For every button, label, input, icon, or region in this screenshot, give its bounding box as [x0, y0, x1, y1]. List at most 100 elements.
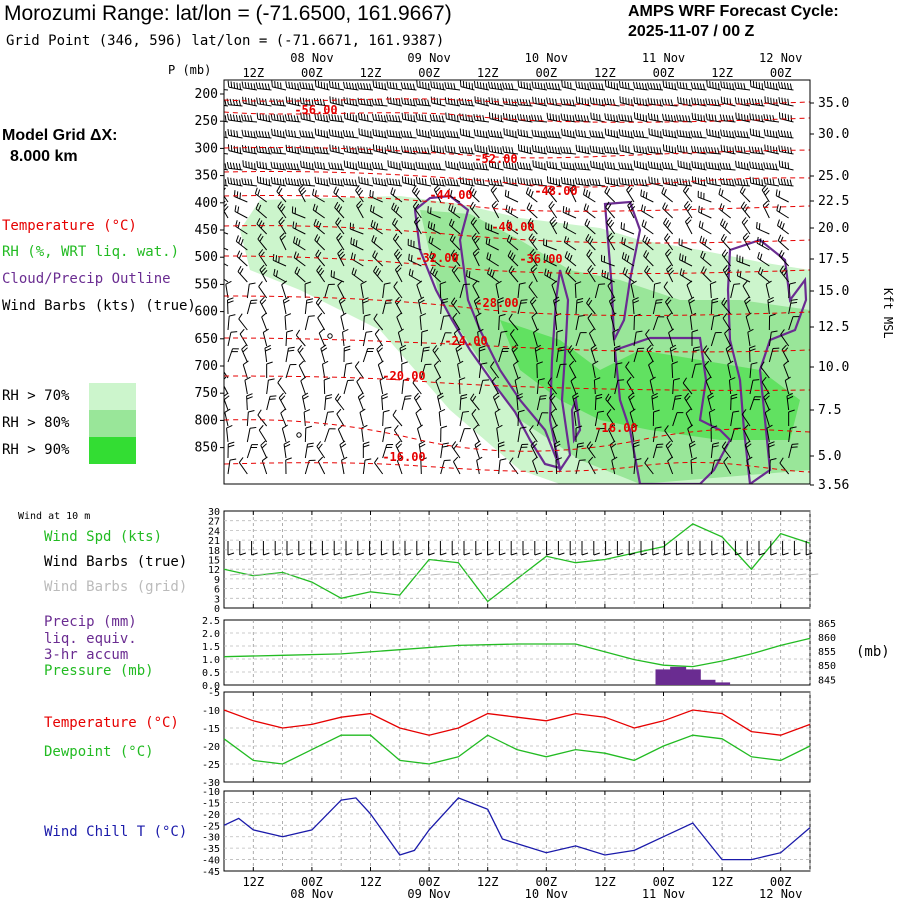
wind-barb-feather	[566, 178, 569, 185]
wind-barb-feather	[557, 83, 560, 90]
wind-barb-feather	[340, 443, 347, 448]
wind-barb-feather	[679, 130, 682, 137]
wind-barb-feather	[325, 147, 328, 154]
wind-barb-feather	[729, 377, 736, 381]
wind-barb	[224, 247, 229, 251]
wind-barb-feather	[698, 220, 701, 228]
wind-barb-feather	[259, 161, 262, 168]
wind-barb	[282, 300, 287, 315]
wind-barb	[438, 412, 442, 427]
wind-barb-feather	[429, 251, 433, 258]
wind-barb-feather	[572, 115, 575, 122]
wind-barb-feather	[562, 205, 565, 213]
wind-barb-feather	[551, 131, 555, 138]
wind-barb-feather	[471, 115, 474, 122]
wind-barb-feather	[258, 249, 264, 255]
wind-barb-feather	[512, 347, 519, 353]
wind-barb-feather	[421, 98, 424, 106]
wind-barb	[605, 398, 616, 411]
wind-barb	[450, 254, 461, 267]
time-tick-label: 12Z	[594, 66, 616, 80]
wind-barb-feather	[374, 162, 378, 169]
wind-barb-feather	[668, 270, 675, 276]
time-tick-label: 00Z	[301, 66, 323, 80]
wind-barb-feather	[438, 178, 442, 186]
wind-barb-feather	[375, 223, 379, 230]
wind-barb-feather	[482, 130, 485, 138]
wind-barb	[235, 240, 248, 251]
wind-barb-feather	[453, 443, 458, 450]
wind-barb	[487, 273, 499, 283]
wind-barb-feather	[696, 146, 700, 153]
wind-barb-feather	[501, 330, 508, 333]
wind-barb-feather	[758, 130, 761, 137]
wind-barb-feather	[317, 129, 320, 136]
wind-barb-feather	[779, 457, 784, 464]
wind-barb-feather	[661, 113, 665, 121]
wind-barb-feather	[494, 161, 497, 169]
wind-barb-feather	[605, 393, 610, 400]
wind-barb-feather	[406, 82, 410, 90]
wind-barb-feather	[299, 178, 302, 185]
wind-barb	[612, 332, 616, 347]
wind-barb-feather	[551, 146, 555, 153]
wind-barb	[586, 446, 596, 459]
wind-barb-feather	[668, 81, 671, 89]
grid-wind-barb	[749, 573, 760, 576]
wind-barb	[736, 87, 751, 91]
wind-barb-feather	[569, 254, 573, 262]
y-tick-label: 0	[214, 604, 220, 615]
wind-barb	[490, 189, 500, 203]
rh-80-swatch	[89, 410, 136, 437]
wind-barb-feather	[746, 456, 753, 461]
wind-barb-feather	[391, 202, 395, 209]
wind-barb	[470, 222, 480, 235]
wind-barb	[476, 460, 480, 475]
wind-barb-feather	[722, 264, 728, 271]
wind-barb-feather	[305, 179, 308, 186]
wind-barb-feather	[442, 147, 445, 154]
wind-barb-feather	[459, 128, 462, 135]
wind-barb-feather	[549, 392, 554, 399]
wind-barb	[567, 350, 577, 363]
surface-wind-barb-feather	[487, 552, 494, 556]
time-tick-label: 12Z	[360, 66, 382, 80]
wind-barb-feather	[688, 115, 691, 122]
wind-barb-feather	[306, 301, 313, 304]
wind-barb	[280, 412, 287, 427]
wind-barb	[261, 316, 268, 331]
wind-barb-feather	[720, 144, 723, 152]
wind-barb-feather	[413, 187, 418, 194]
wind-barb-feather	[633, 441, 640, 445]
wind-barb-feather	[644, 83, 648, 90]
wind-barb-feather	[462, 177, 465, 184]
wind-barb-feather	[235, 235, 239, 242]
wind-barb-feather	[598, 83, 601, 90]
wind-barb-feather	[632, 81, 636, 89]
wind-barb-feather	[656, 147, 659, 154]
wind-barb-feather	[785, 376, 791, 381]
wind-barb	[257, 103, 272, 107]
wind-barb	[746, 460, 751, 475]
wind-barb	[550, 413, 558, 427]
wind-barb-feather	[236, 130, 239, 138]
wind-barb-feather	[396, 443, 403, 449]
wind-barb-feather	[508, 221, 512, 228]
wind-barb-feather	[355, 99, 358, 106]
wind-barb-feather	[688, 296, 695, 301]
wind-barb-feather	[241, 129, 244, 137]
wind-barb-feather	[686, 280, 693, 286]
wind-barb	[298, 365, 306, 379]
wind-barb-feather	[466, 269, 468, 277]
wind-barb-feather	[311, 83, 314, 90]
wind-barb-feather	[334, 130, 337, 137]
wind-barb-feather	[643, 221, 647, 228]
forecast-cycle-value: 2025-11-07 / 00 Z	[628, 23, 755, 40]
wind-barb-feather	[738, 113, 740, 120]
wind-barb	[382, 444, 388, 459]
wind-barb-feather	[723, 145, 726, 152]
wind-barb-feather	[558, 115, 561, 122]
wind-barb-feather	[736, 269, 739, 276]
wind-barb-feather	[671, 178, 674, 186]
wind-barb-feather	[418, 299, 425, 304]
